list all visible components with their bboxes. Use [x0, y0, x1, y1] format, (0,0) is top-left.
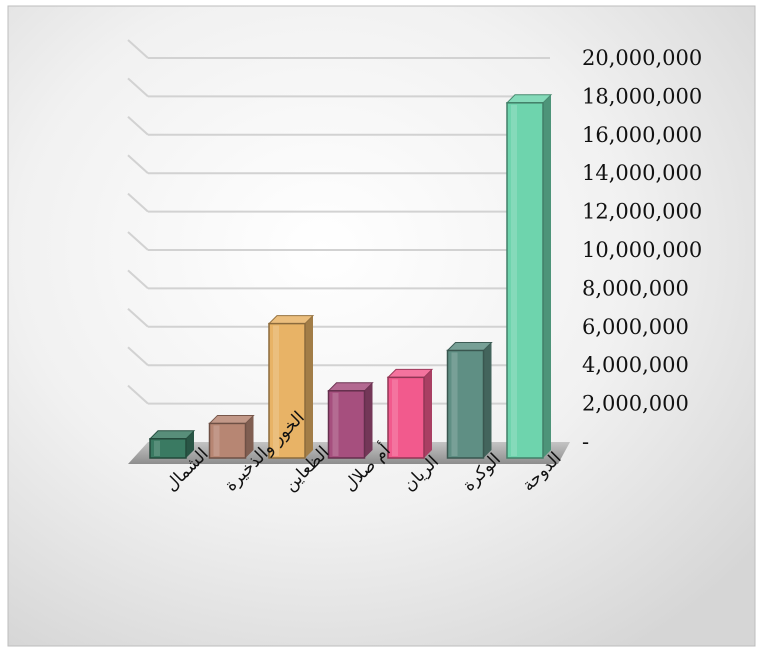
gridline-side [127, 192, 149, 213]
bar-front [327, 390, 366, 459]
bar-highlight [154, 440, 160, 456]
y-tick-label: 18,000,000 [582, 84, 702, 108]
gridline-side [127, 269, 149, 290]
bar-side [364, 382, 373, 458]
gridline-side [127, 346, 149, 366]
bar-front [268, 322, 306, 459]
bar-highlight [273, 325, 279, 456]
bar-front [208, 422, 247, 459]
bar [267, 315, 315, 459]
y-tick-label: 14,000,000 [582, 161, 702, 185]
bar-highlight [213, 425, 220, 456]
bar-front [506, 102, 544, 459]
bar-top [446, 341, 493, 351]
y-tick-label: - [582, 430, 589, 454]
y-tick-label: 2,000,000 [582, 392, 689, 416]
gridline-side [127, 116, 149, 136]
bar-top [505, 94, 553, 104]
y-tick-label: 10,000,000 [582, 238, 702, 262]
y-tick-label: 6,000,000 [582, 315, 689, 339]
bar-side [186, 430, 194, 458]
y-tick-label: 8,000,000 [582, 276, 689, 300]
bar-top [208, 414, 255, 424]
bar-front [149, 438, 187, 459]
gridline-side [127, 154, 149, 174]
bar-front [446, 349, 485, 459]
gridline-side [127, 231, 149, 251]
bar-highlight [332, 392, 339, 456]
gridline-side [127, 39, 149, 59]
bar-top [148, 430, 196, 440]
bar-side [483, 342, 492, 458]
bar-top [386, 368, 434, 378]
bar [446, 341, 493, 459]
bar [208, 414, 255, 459]
bar-highlight [511, 104, 517, 457]
bar [327, 382, 374, 459]
bar-top [267, 315, 315, 325]
bar-side [543, 94, 551, 459]
bar [148, 430, 196, 459]
gridline-side [127, 77, 149, 98]
bar-front [387, 376, 425, 459]
bar-side [245, 415, 254, 458]
bar [505, 94, 553, 459]
y-tick-label: 16,000,000 [582, 123, 702, 147]
bar-top [327, 382, 374, 392]
y-axis-ticks: - 2,000,000 4,000,000 6,000,000 8,000,000 10,… [582, 46, 702, 454]
gridline-side [127, 308, 149, 328]
y-tick-label: 12,000,000 [582, 200, 702, 224]
bar [386, 368, 434, 459]
y-tick-label: 4,000,000 [582, 353, 689, 377]
gridline-side [127, 384, 149, 405]
bar-side [424, 369, 432, 458]
bar-side [305, 315, 313, 458]
bar-highlight [392, 379, 398, 456]
bar-highlight [451, 352, 458, 456]
y-tick-label: 20,000,000 [582, 46, 702, 70]
bars [148, 94, 553, 459]
